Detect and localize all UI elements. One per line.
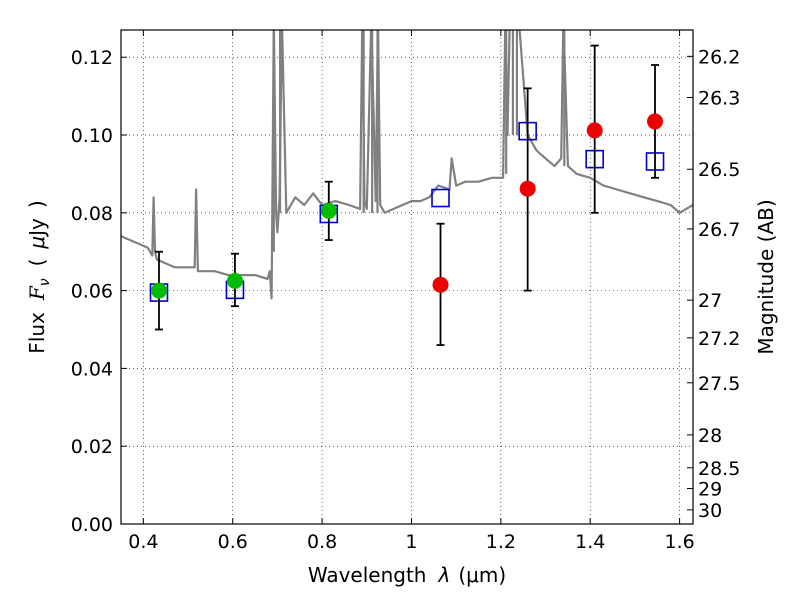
- x-tick-label: 1.4: [575, 531, 605, 553]
- y-tick-label: 0.08: [71, 203, 113, 225]
- y-tick-label: 0.12: [71, 47, 113, 69]
- right-tick-label: 27.2: [698, 328, 740, 350]
- right-tick-label: 26.3: [698, 87, 740, 109]
- x-tick-label: 1.2: [486, 531, 516, 553]
- spectrum-series: [121, 30, 693, 300]
- y-tick-label: 0.06: [71, 281, 113, 303]
- x-tick-label: 0.8: [307, 531, 337, 553]
- observed-flux-point: [320, 202, 337, 219]
- observed-flux-point: [586, 122, 603, 139]
- observed-flux-point: [647, 113, 664, 130]
- y-tick-label: 0.02: [71, 436, 113, 458]
- grid: [121, 30, 693, 525]
- spectrum-line: [121, 30, 693, 300]
- x-tick-label: 1.6: [664, 531, 694, 553]
- y-tick-label: 0.00: [71, 514, 113, 536]
- observed-flux-point: [519, 180, 536, 197]
- right-tick-label: 28: [698, 425, 722, 447]
- right-tick-label: 26.7: [698, 219, 740, 241]
- observed-flux-point: [432, 276, 449, 293]
- observed-flux-point: [226, 272, 243, 289]
- right-tick-label: 29: [698, 479, 722, 501]
- right-tick-label: 28.5: [698, 458, 740, 480]
- y-tick-label: 0.10: [71, 125, 113, 147]
- x-tick-label: 1: [405, 531, 417, 553]
- right-tick-label: 26.5: [698, 159, 740, 181]
- markers: [149, 44, 665, 346]
- model-photometry-square: [431, 188, 450, 208]
- right-tick-label: 27: [698, 290, 722, 312]
- right-tick-label: 26.2: [698, 46, 740, 68]
- right-tick-label: 30: [698, 500, 722, 522]
- y-axis-label: FluxFν(μJy): [25, 200, 53, 353]
- right-tick-label: 27.5: [698, 373, 740, 395]
- x-tick-label: 0.6: [218, 531, 248, 553]
- right-axis-label: Magnitude (AB): [754, 199, 778, 354]
- y-tick-label: 0.04: [71, 358, 113, 380]
- ticks: 0.4 0.6 0.8 1 1.2 1.4 1.6 0.00 0.02 0.04 0.06 0.08 0…: [71, 30, 740, 553]
- x-tick-label: 0.4: [128, 531, 158, 553]
- x-axis-label: Wavelength λ (μm): [308, 563, 506, 587]
- observed-flux-point: [150, 282, 167, 299]
- plot-frame: [120, 29, 694, 525]
